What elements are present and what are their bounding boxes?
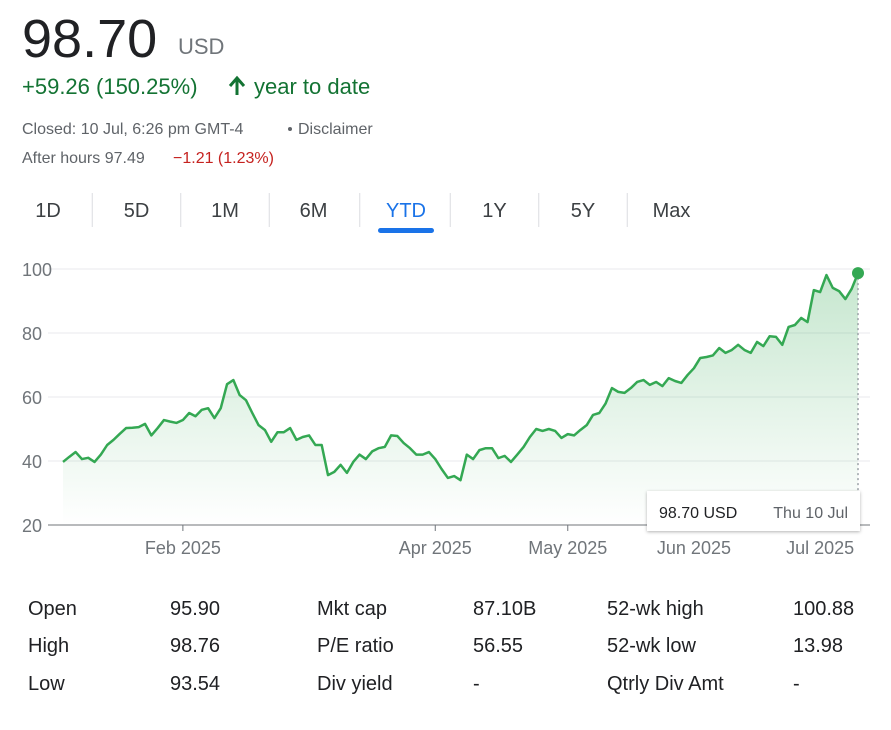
y-tick-label: 40	[22, 452, 42, 472]
x-tick-label: May 2025	[528, 538, 607, 558]
x-tick-label: Jun 2025	[657, 538, 731, 558]
price-line	[62, 272, 860, 482]
range-tab[interactable]: 5D	[124, 200, 150, 222]
stat-value: 95.90	[170, 598, 220, 620]
stat-label: 52-wk high	[607, 598, 704, 620]
stat-label: Div yield	[317, 673, 393, 695]
stat-value: 93.54	[170, 673, 220, 695]
range-tabs: 1D 5D 1M 6M YTD 1Y 5Y Max	[35, 193, 690, 233]
x-tick-label: Jul 2025	[786, 538, 854, 558]
stat-value: -	[473, 673, 480, 695]
stat-label: High	[28, 635, 69, 657]
stat-value: 98.76	[170, 635, 220, 657]
currency: USD	[178, 34, 224, 59]
range-tab[interactable]: YTD	[386, 200, 426, 222]
price-chart: 20 40 60 80 100 Feb 2025 Apr 2025 May 2025 Jun 2…	[22, 260, 870, 558]
tooltip-box	[647, 491, 860, 531]
disclaimer[interactable]: Disclaimer	[298, 121, 373, 138]
closed-time: Closed: 10 Jul, 6:26 pm GMT-4	[22, 121, 244, 138]
stat-value: 100.88	[793, 598, 854, 620]
y-tick-label: 20	[22, 516, 42, 536]
stat-label: P/E ratio	[317, 635, 394, 657]
stat-label: Low	[28, 673, 65, 695]
range-tab[interactable]: 1M	[211, 200, 239, 222]
x-tick-label: Apr 2025	[399, 538, 472, 558]
price: 98.70	[22, 9, 157, 69]
y-tick-label: 80	[22, 324, 42, 344]
stat-value: 87.10B	[473, 598, 536, 620]
area-fill	[63, 273, 858, 525]
up-arrow	[228, 75, 246, 95]
active-tab-indicator	[378, 228, 434, 233]
separator-dot	[288, 127, 292, 131]
change-period: year to date	[254, 74, 370, 99]
stat-value: 13.98	[793, 635, 843, 657]
stat-label: Mkt cap	[317, 598, 387, 620]
range-tab[interactable]: Max	[653, 200, 691, 222]
end-point	[852, 267, 864, 280]
tooltip-value: 98.70 USD	[659, 505, 737, 522]
range-tab[interactable]: 1Y	[482, 200, 506, 222]
y-tick-label: 100	[22, 260, 52, 280]
stat-value: -	[793, 673, 800, 695]
after-hours: After hours 97.49	[22, 150, 145, 167]
range-tab[interactable]: 6M	[300, 200, 328, 222]
stat-label: 52-wk low	[607, 635, 696, 657]
stat-label: Open	[28, 598, 77, 620]
x-tick-label: Feb 2025	[145, 538, 221, 558]
tooltip-date: Thu 10 Jul	[773, 505, 848, 522]
stat-value: 56.55	[473, 635, 523, 657]
y-tick-label: 60	[22, 388, 42, 408]
change: +59.26 (150.25%)	[22, 74, 198, 99]
range-tab[interactable]: 1D	[35, 200, 61, 222]
range-tab[interactable]: 5Y	[571, 200, 595, 222]
stat-label: Qtrly Div Amt	[607, 673, 724, 695]
key-stats: Open 95.90 High 98.76 Low 93.54 Mkt cap 87.10B P…	[28, 598, 854, 695]
after-hours-change: −1.21 (1.23%)	[173, 150, 274, 167]
